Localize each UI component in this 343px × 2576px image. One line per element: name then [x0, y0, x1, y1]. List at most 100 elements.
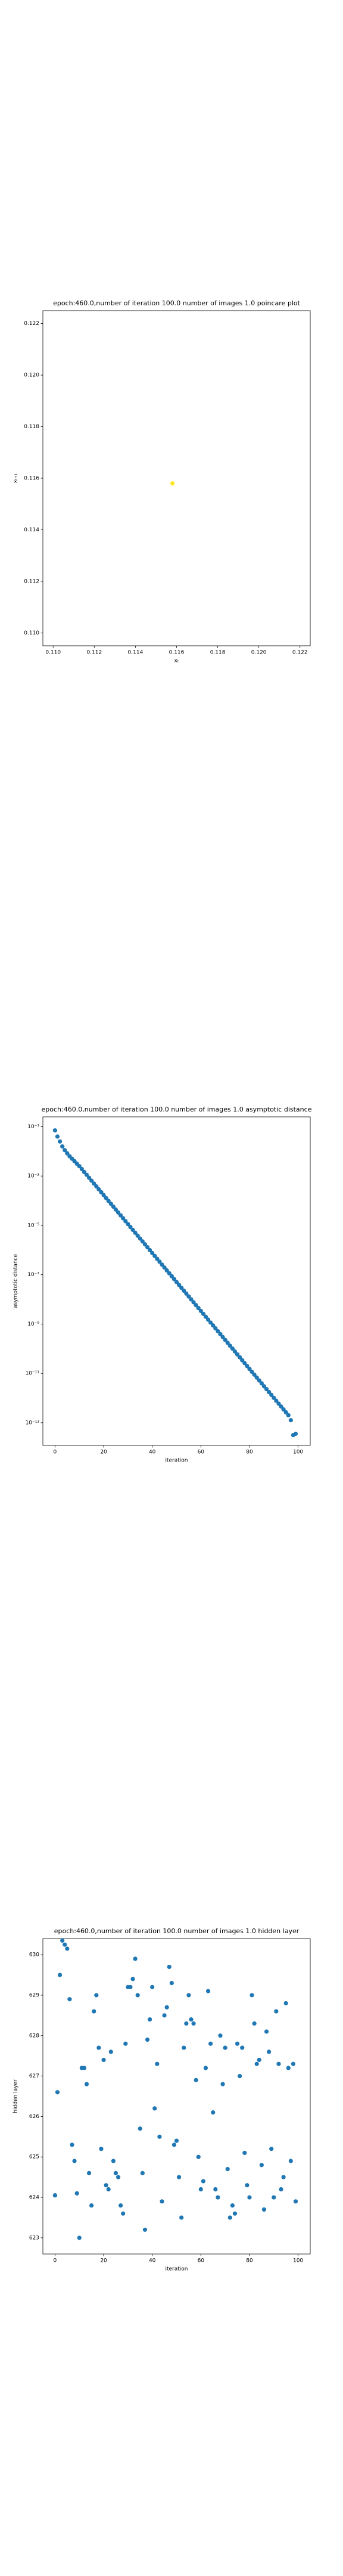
point [89, 2203, 94, 2208]
point [164, 1268, 169, 1273]
point [267, 2049, 272, 2054]
point [245, 2183, 250, 2188]
plot-frame [42, 1938, 311, 2255]
point [138, 2126, 142, 2131]
point [164, 2005, 169, 2010]
point [242, 1361, 247, 1366]
point [140, 1239, 145, 1244]
point [160, 1262, 164, 1267]
point [291, 2061, 296, 2066]
x-tick-label: 0.118 [210, 650, 226, 656]
point [108, 2049, 113, 2054]
x-tick-label: 0.114 [128, 650, 144, 656]
point [216, 1329, 220, 1334]
point [213, 2187, 218, 2192]
point [203, 1314, 208, 1319]
point [101, 2057, 106, 2063]
point [108, 1202, 113, 1206]
point [283, 2001, 288, 2006]
point [123, 1219, 128, 1224]
y-tick-label: 10⁻³ [27, 1174, 39, 1179]
point [52, 2193, 58, 2198]
point [272, 2195, 276, 2200]
point [67, 1997, 72, 2002]
point [72, 2159, 77, 2163]
point [261, 2207, 267, 2212]
point [145, 2037, 150, 2042]
point [208, 1320, 213, 1325]
point [194, 2077, 198, 2082]
point [65, 1946, 70, 1951]
point [94, 1993, 99, 1998]
point [79, 1166, 84, 1172]
point [169, 1981, 174, 1986]
point [113, 2171, 119, 2175]
point [77, 2236, 82, 2240]
x-tick-label: 20 [100, 2258, 107, 2264]
point [70, 2142, 74, 2147]
point [218, 1332, 223, 1336]
point [186, 1993, 191, 1998]
y-tick-label: 626 [29, 2114, 39, 2120]
point [150, 1984, 155, 1989]
point [235, 2041, 240, 2046]
point [155, 2061, 160, 2066]
point [205, 1989, 211, 1993]
point [63, 1942, 67, 1947]
point [232, 2211, 238, 2216]
point [196, 1306, 201, 1311]
point [148, 2017, 152, 2022]
point [288, 1418, 293, 1423]
point [176, 1283, 182, 1287]
x-tick-label: 100 [293, 1450, 303, 1456]
point [238, 1355, 242, 1360]
point [138, 1236, 142, 1241]
point [276, 1401, 281, 1406]
x-tick-label: 0.122 [292, 650, 308, 656]
point [250, 1993, 254, 1998]
point [194, 1303, 198, 1308]
y-tick-label: 0.116 [24, 476, 39, 482]
point [55, 2090, 60, 2095]
point [111, 2159, 116, 2163]
point [276, 2061, 281, 2066]
point [84, 2082, 89, 2086]
point [82, 1169, 86, 1175]
point [184, 1291, 189, 1296]
point [77, 1164, 82, 1169]
y-axis-label: xₜ₊₁ [13, 473, 19, 483]
point [170, 481, 175, 486]
point [119, 1213, 123, 1218]
point [288, 2159, 293, 2163]
y-tick-label: 10⁻⁵ [27, 1222, 39, 1228]
point [245, 1364, 250, 1368]
point [162, 1265, 167, 1270]
point [130, 1977, 135, 1981]
point [257, 1378, 261, 1383]
y-tick-label: 625 [29, 2154, 39, 2160]
point [293, 2199, 298, 2204]
point [106, 2187, 111, 2192]
point [225, 2166, 230, 2172]
point [203, 2066, 208, 2070]
point [274, 2009, 279, 2014]
y-tick-label: 0.120 [24, 373, 39, 379]
y-tick-label: 629 [29, 1992, 39, 1998]
point [247, 1367, 252, 1371]
point [216, 2195, 220, 2200]
point [191, 2021, 196, 2026]
x-tick-label: 20 [100, 1450, 107, 1456]
point [242, 2150, 247, 2156]
point [111, 1205, 116, 1209]
x-tick-label: 0.110 [45, 650, 61, 656]
x-tick-label: 60 [198, 2258, 205, 2264]
point [82, 2066, 86, 2070]
point [176, 2175, 182, 2179]
point [247, 2195, 252, 2200]
point [279, 1404, 283, 1409]
point [182, 1288, 186, 1293]
point [140, 2171, 145, 2175]
point [152, 1253, 157, 1258]
point [145, 1245, 150, 1250]
point [186, 1294, 191, 1299]
